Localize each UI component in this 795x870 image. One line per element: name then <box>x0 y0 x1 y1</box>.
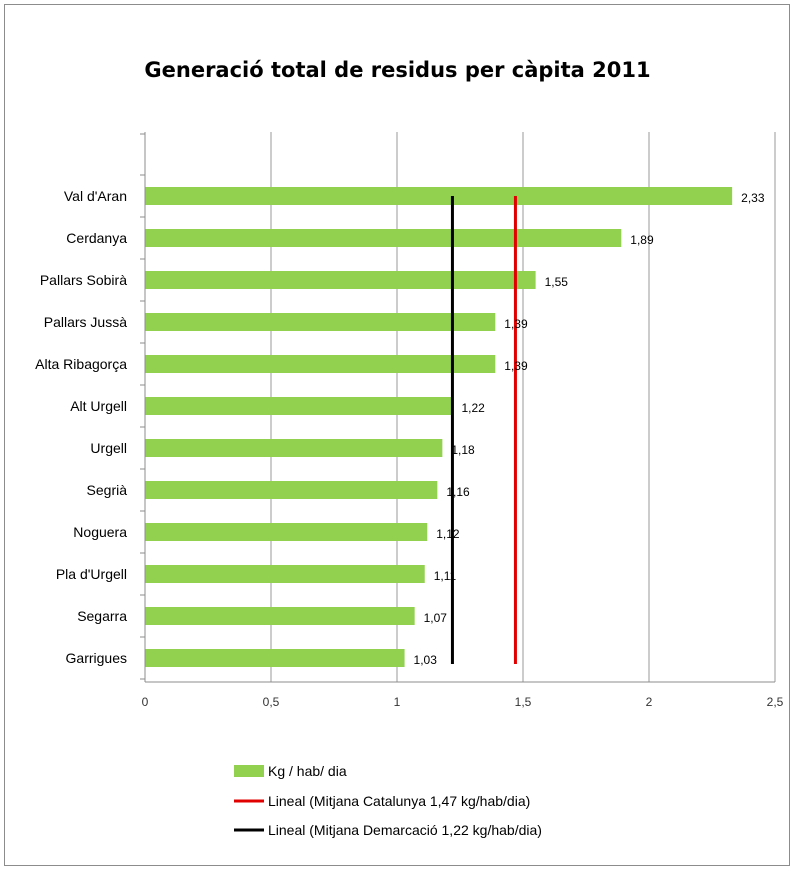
category-label: Segarra <box>77 608 127 624</box>
category-label: Cerdanya <box>66 230 127 246</box>
data-labels: 2,33 1,89 1,55 1,39 1,39 1,22 1,18 1,16 1,12 1,11… <box>414 191 765 667</box>
category-label: Val d'Aran <box>64 188 127 204</box>
data-label: 1,39 <box>504 359 528 373</box>
bar <box>145 313 496 331</box>
data-label: 1,22 <box>461 401 485 415</box>
data-label: 1,16 <box>446 485 470 499</box>
data-label: 1,18 <box>451 443 475 457</box>
data-label: 1,12 <box>436 527 460 541</box>
legend-label: Lineal (Mitjana Catalunya 1,47 kg/hab/di… <box>268 793 530 809</box>
category-label: Alta Ribagorça <box>35 356 127 372</box>
chart-frame <box>4 4 790 866</box>
bar <box>145 229 622 247</box>
bar <box>145 355 496 373</box>
bar <box>145 439 443 457</box>
legend: Kg / hab/ dia Lineal (Mitjana Catalunya 1… <box>234 763 542 838</box>
category-label: Noguera <box>73 524 127 540</box>
data-label: 1,39 <box>504 317 528 331</box>
bar <box>145 481 438 499</box>
category-label: Alt Urgell <box>70 398 127 414</box>
x-tick-label: 1 <box>394 695 401 709</box>
category-label: Pallars Sobirà <box>40 272 127 288</box>
category-label: Urgell <box>90 440 127 456</box>
reference-lines <box>450 196 517 664</box>
bar <box>145 397 453 415</box>
category-label: Pallars Jussà <box>44 314 127 330</box>
bar <box>145 565 425 583</box>
category-label: Pla d'Urgell <box>56 566 127 582</box>
axes: 0 0,5 1 1,5 2 2,5 Val d'Aran Cerdanya Pallars So… <box>35 132 784 709</box>
x-tick-label: 2 <box>646 695 653 709</box>
data-label: 2,33 <box>741 191 765 205</box>
data-label: 1,03 <box>414 653 438 667</box>
data-label: 1,07 <box>424 611 448 625</box>
category-label: Garrigues <box>66 650 127 666</box>
bar <box>145 649 405 667</box>
legend-swatch <box>234 765 264 777</box>
x-tick-label: 1,5 <box>515 695 532 709</box>
data-label: 1,89 <box>630 233 654 247</box>
bar <box>145 187 733 205</box>
category-label: Segrià <box>87 482 128 498</box>
bar <box>145 523 428 541</box>
legend-label: Kg / hab/ dia <box>268 763 347 779</box>
bar <box>145 607 415 625</box>
x-tick-label: 2,5 <box>767 695 784 709</box>
bar <box>145 271 536 289</box>
data-label: 1,11 <box>434 569 457 583</box>
bars <box>145 187 733 667</box>
legend-label: Lineal (Mitjana Demarcació 1,22 kg/hab/d… <box>268 822 542 838</box>
data-label: 1,55 <box>545 275 569 289</box>
x-tick-label: 0 <box>142 695 149 709</box>
x-tick-label: 0,5 <box>263 695 280 709</box>
chart-title: Generació total de residus per càpita 20… <box>144 58 651 82</box>
